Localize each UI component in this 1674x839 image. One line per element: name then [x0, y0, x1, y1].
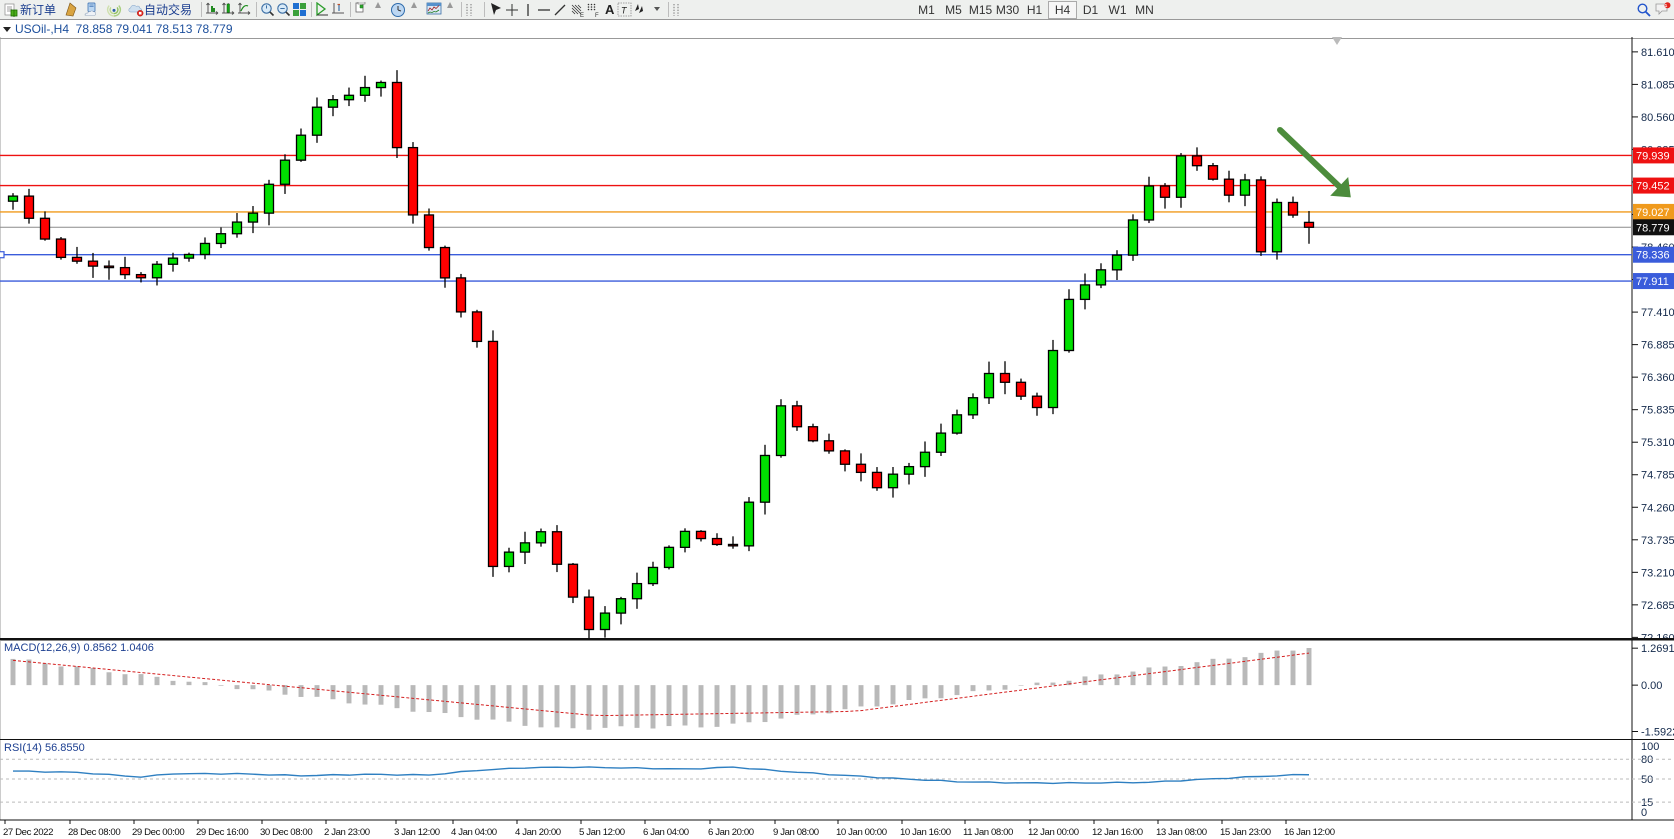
svg-text:5 Jan 12:00: 5 Jan 12:00 [579, 827, 625, 838]
svg-text:29 Dec 16:00: 29 Dec 16:00 [196, 827, 248, 838]
svg-text:2 Jan 23:00: 2 Jan 23:00 [324, 827, 370, 838]
svg-text:6 Jan 20:00: 6 Jan 20:00 [708, 827, 754, 838]
svg-text:16 Jan 12:00: 16 Jan 12:00 [1284, 827, 1335, 838]
svg-text:77.911: 77.911 [1636, 276, 1669, 288]
svg-text:RSI(14) 56.8550: RSI(14) 56.8550 [4, 742, 85, 754]
svg-text:13 Jan 08:00: 13 Jan 08:00 [1156, 827, 1207, 838]
svg-text:29 Dec 00:00: 29 Dec 00:00 [132, 827, 184, 838]
svg-text:T: T [621, 5, 628, 15]
svg-text:79.027: 79.027 [1636, 207, 1670, 219]
svg-text:78.779: 78.779 [1636, 222, 1670, 234]
svg-text:79.452: 79.452 [1636, 181, 1670, 193]
svg-text:75.835: 75.835 [1641, 405, 1674, 417]
svg-text:1: 1 [1665, 3, 1668, 9]
svg-text:10 Jan 00:00: 10 Jan 00:00 [836, 827, 887, 838]
svg-text:0: 0 [1641, 807, 1647, 819]
svg-text:73.210: 73.210 [1641, 567, 1674, 579]
svg-text:12 Jan 00:00: 12 Jan 00:00 [1028, 827, 1079, 838]
svg-text:9 Jan 08:00: 9 Jan 08:00 [773, 827, 819, 838]
svg-text:76.360: 76.360 [1641, 372, 1674, 384]
svg-text:76.885: 76.885 [1641, 340, 1674, 352]
svg-text:4 Jan 20:00: 4 Jan 20:00 [515, 827, 561, 838]
svg-text:3 Jan 12:00: 3 Jan 12:00 [394, 827, 440, 838]
svg-text:27 Dec 2022: 27 Dec 2022 [3, 827, 53, 838]
svg-text:81.610: 81.610 [1641, 47, 1674, 59]
svg-text:10 Jan 16:00: 10 Jan 16:00 [900, 827, 951, 838]
svg-text:4 Jan 04:00: 4 Jan 04:00 [451, 827, 497, 838]
svg-text:72.685: 72.685 [1641, 600, 1674, 612]
svg-text:12 Jan 16:00: 12 Jan 16:00 [1092, 827, 1143, 838]
svg-text:15 Jan 23:00: 15 Jan 23:00 [1220, 827, 1271, 838]
svg-text:E: E [580, 13, 584, 18]
svg-text:73.735: 73.735 [1641, 535, 1674, 547]
svg-text:50: 50 [1641, 774, 1653, 786]
svg-text:81.085: 81.085 [1641, 79, 1674, 91]
svg-text:80: 80 [1641, 754, 1653, 766]
svg-text:80.560: 80.560 [1641, 112, 1674, 124]
svg-text:75.310: 75.310 [1641, 437, 1674, 449]
svg-text:6 Jan 04:00: 6 Jan 04:00 [643, 827, 689, 838]
svg-text:30 Dec 08:00: 30 Dec 08:00 [260, 827, 312, 838]
svg-text:F: F [595, 13, 599, 18]
svg-text:74.785: 74.785 [1641, 470, 1674, 482]
svg-text:78.336: 78.336 [1636, 250, 1670, 262]
svg-text:1.2691: 1.2691 [1641, 643, 1674, 655]
svg-text:-1.5922: -1.5922 [1641, 726, 1674, 738]
svg-text:79.939: 79.939 [1636, 150, 1670, 162]
svg-text:72.160: 72.160 [1641, 632, 1674, 638]
svg-text:MACD(12,26,9) 0.8562 1.0406: MACD(12,26,9) 0.8562 1.0406 [4, 642, 154, 654]
svg-text:100: 100 [1641, 741, 1659, 753]
svg-text:28 Dec 08:00: 28 Dec 08:00 [68, 827, 120, 838]
svg-text:77.410: 77.410 [1641, 307, 1674, 319]
svg-text:11 Jan 08:00: 11 Jan 08:00 [963, 827, 1013, 838]
svg-text:74.260: 74.260 [1641, 502, 1674, 514]
svg-text:0.00: 0.00 [1641, 680, 1662, 692]
